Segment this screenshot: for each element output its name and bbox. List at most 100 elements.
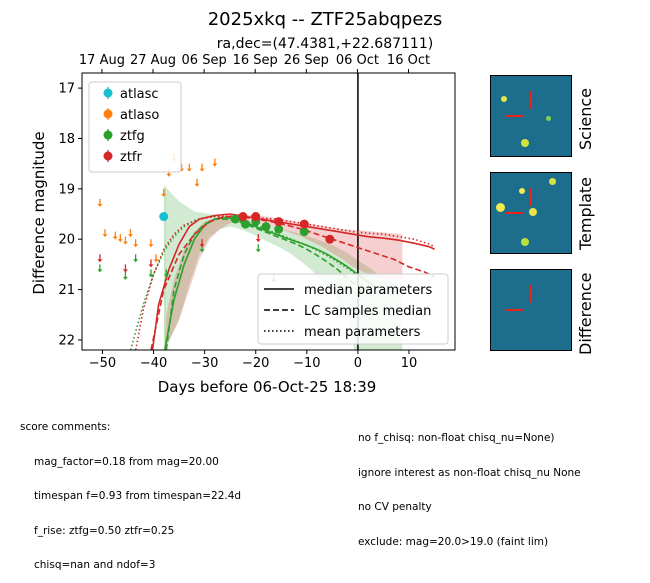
upper-limit-arrowhead bbox=[102, 234, 108, 238]
upper-limit-arrowhead bbox=[117, 239, 123, 243]
chart-subtitle: ra,dec=(47.4381,+22.687111) bbox=[217, 36, 433, 52]
ztfr-confidence-band bbox=[164, 214, 403, 350]
y-tick-label: 21 bbox=[58, 283, 75, 298]
detection-marker bbox=[274, 224, 284, 234]
score-comments-heading: score comments: bbox=[20, 421, 111, 433]
detection-marker bbox=[274, 217, 284, 227]
upper-limit-arrowhead bbox=[199, 244, 205, 248]
x-tick-label: −10 bbox=[293, 356, 320, 371]
top-date-tick-label: 16 Oct bbox=[387, 53, 430, 68]
ztfr-upper-limit bbox=[199, 239, 205, 248]
score-comment-line: timespan f=0.93 from timespan=22.4d bbox=[34, 490, 242, 502]
atlaso-upper-limit bbox=[212, 158, 218, 167]
legend-label: ztfg bbox=[120, 129, 145, 144]
ztfg-detection-point bbox=[299, 227, 309, 237]
style-legend-label: mean parameters bbox=[304, 325, 421, 340]
upper-limit-arrowhead bbox=[97, 269, 103, 273]
ztfg-detection-point bbox=[261, 222, 271, 232]
y-tick-label: 22 bbox=[58, 333, 75, 348]
band-legend: atlasc atlaso ztfg ztfr bbox=[88, 81, 182, 173]
upper-limit-arrowhead bbox=[199, 249, 205, 253]
upper-limit-arrowhead bbox=[122, 276, 128, 280]
ztfr-detection-point bbox=[274, 217, 284, 227]
ztfr-upper-limit bbox=[255, 234, 261, 243]
template-label: Template bbox=[576, 176, 595, 250]
upper-limit-arrowhead bbox=[194, 183, 200, 187]
top-date-tick-label: 16 Sep bbox=[233, 53, 278, 68]
score-comments-right: no f_chisq: non-float chisq_nu=None) ign… bbox=[358, 410, 581, 560]
band-legend-box bbox=[88, 81, 182, 173]
x-axis-label: Days before 06-Oct-25 18:39 bbox=[158, 378, 377, 396]
style-legend-label: median parameters bbox=[304, 283, 432, 298]
x-tick-label: 0 bbox=[354, 356, 362, 371]
ztfr-upper-limit bbox=[122, 264, 128, 273]
difference-label: Difference bbox=[576, 272, 595, 355]
detection-marker bbox=[238, 212, 248, 222]
ztfr-mean-curve bbox=[134, 215, 435, 350]
atlaso-upper-limit bbox=[194, 178, 200, 187]
score-comment-line: no f_chisq: non-float chisq_nu=None) bbox=[358, 432, 555, 444]
upper-limit-arrowhead bbox=[122, 269, 128, 273]
ztfr-median-curve bbox=[151, 213, 435, 350]
atlaso-upper-limit bbox=[117, 234, 123, 243]
atlaso-upper-limit bbox=[186, 163, 192, 172]
upper-limit-arrowhead bbox=[166, 173, 172, 177]
atlaso-upper-limit bbox=[102, 229, 108, 238]
detection-marker bbox=[325, 234, 335, 244]
y-tick-label: 18 bbox=[58, 132, 75, 147]
style-legend-box bbox=[257, 273, 449, 345]
score-comment-line: mag_factor=0.18 from mag=20.00 bbox=[34, 455, 219, 468]
x-tick-label: −40 bbox=[140, 356, 167, 371]
ztfr-detection-point bbox=[299, 219, 309, 229]
legend-item-ztfr: ztfr bbox=[103, 150, 142, 165]
detection-marker bbox=[241, 219, 251, 229]
score-comment-line: exclude: mag=20.0>19.0 (faint lim) bbox=[358, 535, 549, 548]
detection-marker bbox=[299, 219, 309, 229]
upper-limit-arrowhead bbox=[153, 259, 159, 263]
score-comment-line: no CV penalty bbox=[358, 501, 432, 513]
upper-limit-arrowhead bbox=[186, 168, 192, 172]
y-axis-label: Difference magnitude bbox=[30, 131, 48, 294]
ztfg-detection-point bbox=[274, 224, 284, 234]
ztfg-upper-limit bbox=[97, 264, 103, 273]
top-date-tick-label: 17 Aug bbox=[79, 53, 125, 68]
x-tick-label: −20 bbox=[242, 356, 269, 371]
atlaso-upper-limit bbox=[153, 254, 159, 263]
y-tick-label: 17 bbox=[58, 82, 75, 97]
atlaso-upper-limit bbox=[97, 198, 103, 207]
style-legend-item: median parameters bbox=[264, 283, 432, 298]
y-tick-label: 20 bbox=[58, 233, 75, 248]
legend-item-ztfg: ztfg bbox=[103, 129, 145, 144]
score-comments-left: score comments: mag_factor=0.18 from mag… bbox=[20, 399, 241, 583]
ztfg-detection-point bbox=[241, 219, 251, 229]
upper-limit-arrowhead bbox=[133, 244, 139, 248]
upper-limit-arrowhead bbox=[163, 274, 169, 278]
science-thumbnail bbox=[490, 75, 572, 157]
template-thumbnail bbox=[490, 172, 572, 254]
legend-item-atlasc: atlasc bbox=[103, 87, 159, 102]
upper-limit-arrowhead bbox=[122, 241, 128, 245]
atlaso-upper-limit bbox=[133, 239, 139, 248]
atlaso-upper-limit bbox=[112, 231, 118, 240]
detection-marker bbox=[230, 214, 240, 224]
style-legend: median parameters LC samples median mean p… bbox=[257, 273, 449, 345]
detection-marker bbox=[251, 212, 261, 222]
detection-marker bbox=[299, 227, 309, 237]
ztfg-detection-point bbox=[230, 214, 240, 224]
difference-thumbnail bbox=[490, 269, 572, 351]
legend-marker bbox=[103, 130, 113, 140]
atlaso-upper-limit bbox=[148, 239, 154, 248]
top-date-tick-label: 06 Oct bbox=[336, 53, 379, 68]
ztfg-samples-curve bbox=[165, 218, 364, 350]
style-legend-item: LC samples median bbox=[264, 304, 431, 319]
x-tick-label: 10 bbox=[401, 356, 418, 371]
upper-limit-arrowhead bbox=[255, 249, 261, 253]
ztfr-upper-limit bbox=[97, 254, 103, 263]
legend-marker bbox=[103, 109, 113, 119]
top-date-tick-label: 27 Aug bbox=[130, 53, 176, 68]
x-tick-label: −30 bbox=[191, 356, 218, 371]
atlasc-detection-point bbox=[159, 212, 169, 222]
upper-limit-arrowhead bbox=[112, 236, 118, 240]
ztfg-upper-limit bbox=[148, 269, 154, 278]
upper-limit-arrowhead bbox=[148, 274, 154, 278]
